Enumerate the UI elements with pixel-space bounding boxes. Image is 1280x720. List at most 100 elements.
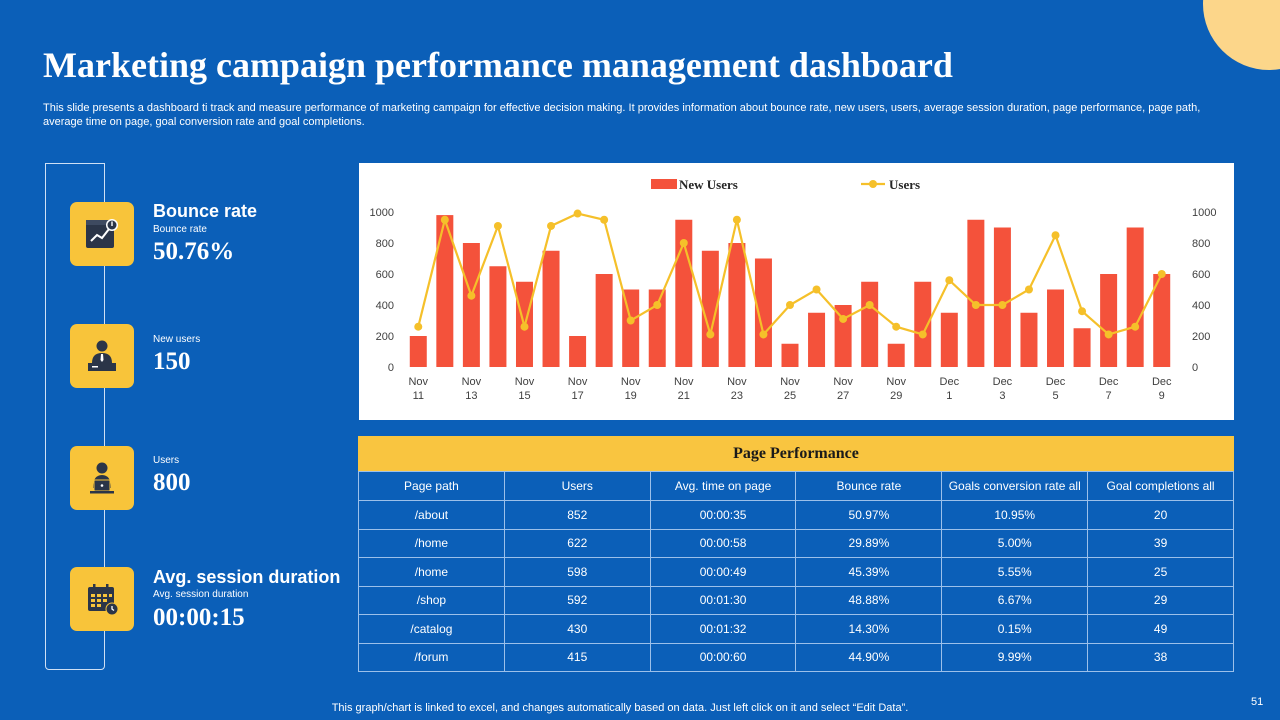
point-users [1024, 285, 1033, 294]
cell-avg-time: 00:01:32 [649, 614, 797, 644]
point-users [786, 301, 794, 309]
point-users [493, 221, 502, 230]
kpi-session-value: 00:00:15 [153, 604, 245, 631]
cell-page-path: /forum [358, 642, 505, 672]
x-tick-label: Dec [1046, 376, 1066, 388]
bar-new-users [861, 281, 879, 367]
page-subtitle: This slide presents a dashboard ti track… [43, 102, 1201, 128]
point-users [626, 316, 635, 325]
x-tick-label: 11 [413, 390, 424, 402]
bar-new-users [993, 227, 1011, 367]
header-bounce-rate: Bounce rate [795, 471, 943, 501]
point-users [679, 239, 688, 247]
bar-new-users [754, 258, 772, 367]
bar-new-users [887, 343, 905, 367]
kpi-users-label: Users [153, 455, 180, 466]
x-tick-label: Nov [780, 376, 800, 388]
kpi-bounce-value: 50.76% [153, 238, 235, 265]
page-number: 51 [1251, 696, 1264, 708]
cell-avg-time: 00:00:49 [649, 557, 797, 587]
calendar-clock-icon [70, 567, 134, 631]
kpi-users-value: 800 [153, 469, 191, 496]
cell-conversion-rate: 6.67% [941, 585, 1089, 615]
point-users [1051, 231, 1060, 240]
x-tick-label: 23 [731, 390, 743, 402]
point-users [520, 322, 529, 331]
bar-new-users [569, 336, 587, 367]
header-conversion-rate: Goals conversion rate all [941, 471, 1089, 501]
bar-new-users [834, 305, 852, 367]
y-tick-label: 200 [376, 331, 394, 343]
x-tick-label: 15 [518, 390, 530, 402]
x-tick-label: Nov [408, 376, 428, 388]
cell-goal-completions: 49 [1087, 614, 1234, 644]
bar-new-users [967, 219, 985, 367]
table-row: /catalog 430 00:01:32 14.30% 0.15% 49 [358, 614, 1234, 644]
x-tick-label: 1 [946, 390, 952, 402]
cell-conversion-rate: 10.95% [941, 500, 1089, 530]
cell-bounce-rate: 44.90% [795, 642, 943, 672]
cell-avg-time: 00:00:35 [649, 500, 797, 530]
cell-goal-completions: 25 [1087, 557, 1234, 587]
point-users [414, 322, 423, 331]
point-users [1078, 307, 1087, 316]
table-row: /home 598 00:00:49 45.39% 5.55% 25 [358, 557, 1234, 587]
y2-tick-label: 400 [1192, 300, 1210, 312]
bar-new-users [808, 312, 826, 367]
point-users [547, 221, 556, 230]
performance-table: Page path Users Avg. time on page Bounce… [358, 471, 1234, 672]
x-tick-label: Dec [1099, 376, 1119, 388]
footer-text: This graph/chart is linked to excel, and… [331, 702, 909, 714]
users-chart[interactable]: 0 200 400 600 800 1000 0 200 400 600 800 1000 Nov 11 N… [359, 163, 1234, 420]
cell-bounce-rate: 50.97% [795, 500, 943, 530]
x-tick-label: 29 [890, 390, 902, 402]
x-tick-label: 5 [1052, 390, 1058, 402]
point-users [1157, 270, 1166, 278]
cell-bounce-rate: 29.89% [795, 528, 943, 558]
x-tick-label: 7 [1106, 390, 1112, 402]
cell-conversion-rate: 5.00% [941, 528, 1089, 558]
point-users [839, 314, 848, 323]
x-tick-label: 27 [837, 390, 849, 402]
point-users [1104, 330, 1113, 339]
point-users [945, 276, 954, 285]
cell-avg-time: 00:00:58 [649, 528, 797, 558]
cell-users: 592 [503, 585, 651, 615]
bar-new-users [1126, 227, 1144, 367]
y-tick-label: 800 [376, 238, 394, 250]
legend-marker-users [869, 180, 877, 188]
kpi-new-users-label: New users [153, 334, 201, 345]
x-tick-label: Nov [886, 376, 906, 388]
bar-new-users [436, 215, 454, 367]
point-users [1131, 322, 1140, 331]
businessman-desk-icon [70, 324, 134, 388]
kpi-session-heading: Avg. session duration [153, 567, 341, 587]
x-tick-label: Dec [940, 376, 960, 388]
cell-users: 415 [503, 642, 651, 672]
decorative-circle [1203, 0, 1280, 70]
bar-new-users [648, 289, 666, 367]
bar-new-users [701, 250, 719, 367]
cell-avg-time: 00:01:30 [649, 585, 797, 615]
table-row: /shop 592 00:01:30 48.88% 6.67% 29 [358, 585, 1234, 615]
header-users: Users [503, 471, 651, 501]
table-title: Page Performance [358, 436, 1234, 471]
x-tick-label: Nov [674, 376, 694, 388]
table-row: /home 622 00:00:58 29.89% 5.00% 39 [358, 528, 1234, 558]
cell-users: 622 [503, 528, 651, 558]
bar-new-users [1073, 328, 1091, 367]
bar-new-users [489, 266, 507, 367]
x-tick-label: Nov [568, 376, 588, 388]
bar-new-users [1153, 274, 1171, 367]
header-page-path: Page path [358, 471, 505, 501]
cell-conversion-rate: 5.55% [941, 557, 1089, 587]
y2-tick-label: 800 [1192, 238, 1210, 250]
cell-bounce-rate: 48.88% [795, 585, 943, 615]
y-tick-label: 600 [376, 269, 394, 281]
cell-page-path: /home [358, 557, 505, 587]
users-chart-svg: 0 200 400 600 800 1000 0 200 400 600 800 1000 Nov 11 N… [370, 177, 1217, 402]
bar-new-users [542, 250, 560, 367]
point-users [998, 301, 1007, 309]
point-users [732, 215, 741, 224]
point-users [706, 330, 715, 339]
